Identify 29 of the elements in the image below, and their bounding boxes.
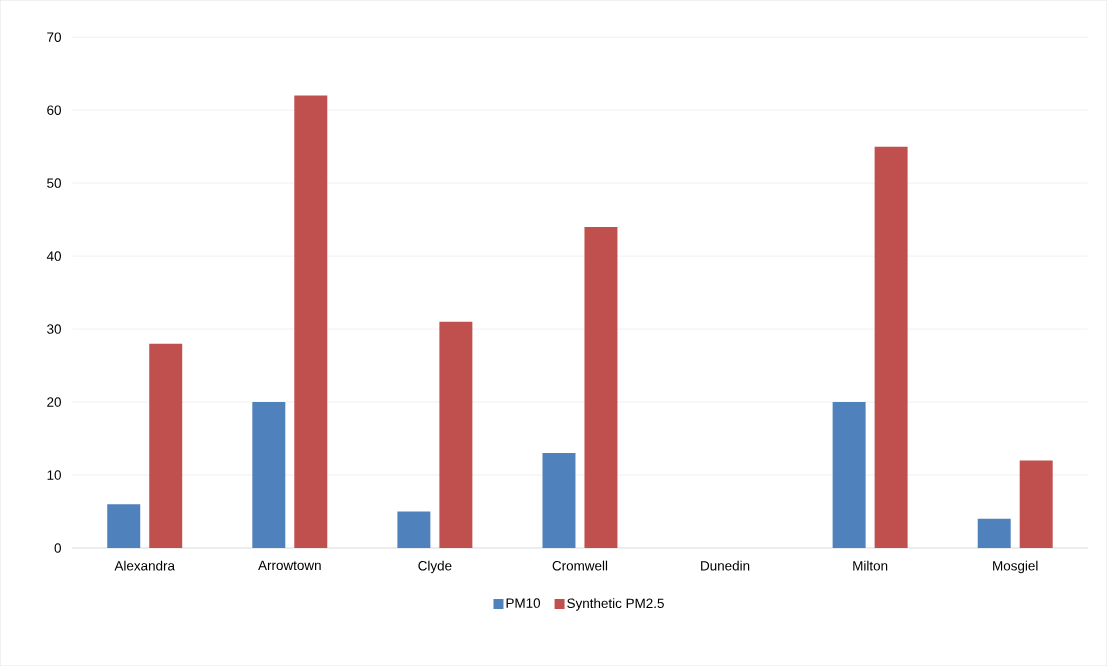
- y-tick-label: 10: [47, 470, 61, 480]
- bar: [149, 343, 183, 548]
- legend-label: PM10: [506, 598, 541, 608]
- bar: [107, 504, 141, 548]
- x-tick-label: Cromwell: [552, 560, 608, 571]
- y-tick-label: 30: [47, 324, 61, 334]
- bar: [832, 401, 866, 548]
- bar: [874, 146, 908, 548]
- y-tick-label: 50: [47, 178, 61, 188]
- x-tick-label: Arrowtown: [258, 560, 321, 570]
- bar: [584, 226, 618, 548]
- x-tick-label: Alexandra: [114, 560, 175, 571]
- y-tick-label: 40: [46, 251, 61, 261]
- bar: [252, 401, 286, 548]
- legend-label: Synthetic PM2.5: [567, 598, 664, 611]
- bar: [977, 518, 1011, 548]
- x-tick-label: Dunedin: [701, 560, 750, 571]
- x-tick-label: Clyde: [418, 560, 452, 574]
- bar: [294, 95, 328, 548]
- bar: [397, 511, 431, 548]
- bar: [439, 321, 473, 548]
- y-tick-label: 0: [54, 543, 61, 553]
- y-tick-label: 20: [47, 397, 61, 407]
- x-tick-label: Milton: [853, 560, 888, 571]
- y-tick-label: 60: [47, 105, 61, 115]
- bar: [1019, 460, 1053, 548]
- y-tick-label: 70: [47, 32, 61, 42]
- bar: [542, 453, 576, 548]
- x-tick-label: Mosgiel: [993, 560, 1038, 574]
